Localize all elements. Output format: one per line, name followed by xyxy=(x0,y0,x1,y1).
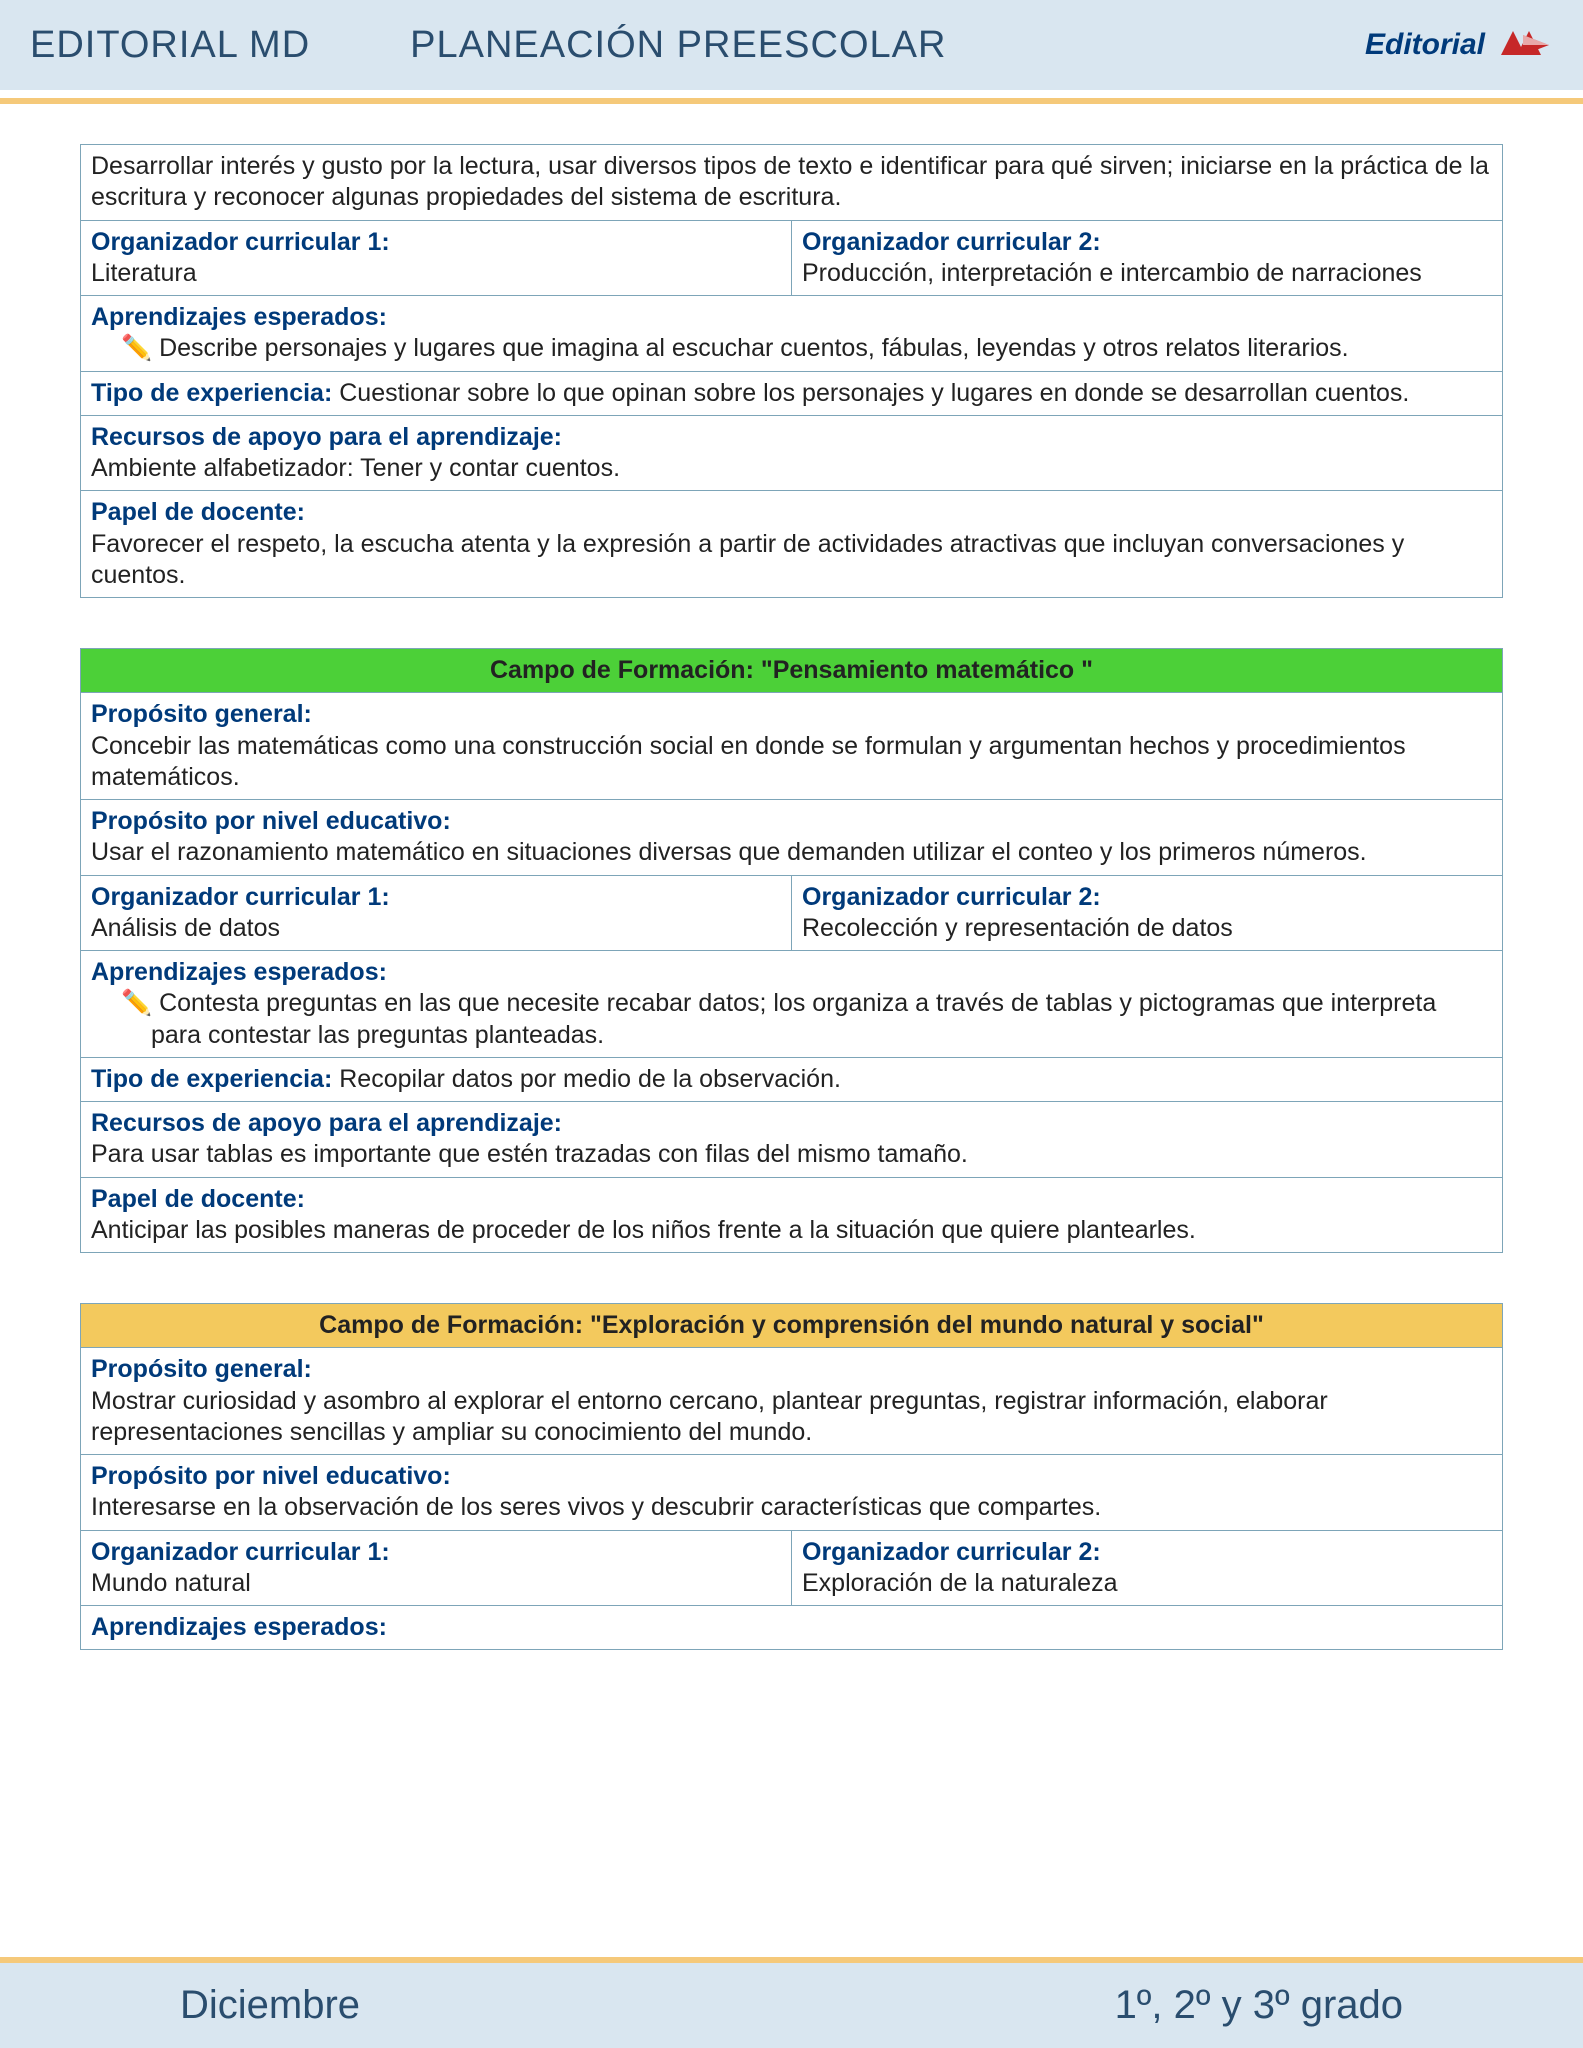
section2-aprend: Aprendizajes esperados: ✏️ Contesta preg… xyxy=(81,951,1503,1058)
org1-label: Organizador curricular 1: xyxy=(91,228,390,256)
section2-table: Campo de Formación: "Pensamiento matemát… xyxy=(80,648,1503,1253)
org2-value: Producción, interpretación e intercambio… xyxy=(802,259,1422,287)
footer-bar: Diciembre 1º, 2º y 3º grado xyxy=(0,1963,1583,2048)
section1-org2-cell: Organizador curricular 2: Producción, in… xyxy=(792,220,1503,296)
s3-propnivel-label: Propósito por nivel educativo: xyxy=(91,1462,451,1490)
s2-papel-value: Anticipar las posibles maneras de proced… xyxy=(91,1216,1196,1244)
s3-org2-value: Exploración de la naturaleza xyxy=(802,1569,1117,1597)
section1-table: Desarrollar interés y gusto por la lectu… xyxy=(80,144,1503,598)
section3-campo-header: Campo de Formación: "Exploración y compr… xyxy=(81,1304,1503,1348)
recursos-value: Ambiente alfabetizador: Tener y contar c… xyxy=(91,454,620,482)
section1-intro: Desarrollar interés y gusto por la lectu… xyxy=(81,145,1503,221)
s3-org1-label: Organizador curricular 1: xyxy=(91,1538,390,1566)
s3-org1-value: Mundo natural xyxy=(91,1569,251,1597)
section2-org1-cell: Organizador curricular 1: Análisis de da… xyxy=(81,875,792,951)
section3-table: Campo de Formación: "Exploración y compr… xyxy=(80,1303,1503,1650)
aprend-label: Aprendizajes esperados: xyxy=(91,303,387,331)
header-left-title: EDITORIAL MD xyxy=(30,24,310,67)
logo-md-icon xyxy=(1493,25,1553,65)
s2-papel-label: Papel de docente: xyxy=(91,1185,305,1213)
s3-org2-label: Organizador curricular 2: xyxy=(802,1538,1101,1566)
section1-recursos: Recursos de apoyo para el aprendizaje: A… xyxy=(81,415,1503,491)
s2-recursos-label: Recursos de apoyo para el aprendizaje: xyxy=(91,1109,562,1137)
propgen-label: Propósito general: xyxy=(91,700,312,728)
tipo-label: Tipo de experiencia: xyxy=(91,379,332,407)
footer-left: Diciembre xyxy=(180,1983,360,2028)
s2-tipo-value: Recopilar datos por medio de la observac… xyxy=(332,1065,841,1093)
propnivel-value: Usar el razonamiento matemático en situa… xyxy=(91,838,1367,866)
s2-tipo-label: Tipo de experiencia: xyxy=(91,1065,332,1093)
s2-org2-label: Organizador curricular 2: xyxy=(802,883,1101,911)
section3-propgen: Propósito general: Mostrar curiosidad y … xyxy=(81,1348,1503,1455)
section2-campo-header: Campo de Formación: "Pensamiento matemát… xyxy=(81,649,1503,693)
section2-recursos: Recursos de apoyo para el aprendizaje: P… xyxy=(81,1102,1503,1178)
propgen-value: Concebir las matemáticas como una constr… xyxy=(91,732,1406,791)
s2-aprend-label: Aprendizajes esperados: xyxy=(91,958,387,986)
section3-propnivel: Propósito por nivel educativo: Interesar… xyxy=(81,1455,1503,1531)
section1-org1-cell: Organizador curricular 1: Literatura xyxy=(81,220,792,296)
s3-aprend-label: Aprendizajes esperados: xyxy=(91,1613,387,1641)
s3-propnivel-value: Interesarse en la observación de los ser… xyxy=(91,1493,1101,1521)
propnivel-label: Propósito por nivel educativo: xyxy=(91,807,451,835)
section2-propgen: Propósito general: Concebir las matemáti… xyxy=(81,693,1503,800)
aprend-bullet-row: ✏️ Describe personajes y lugares que ima… xyxy=(91,333,1492,364)
section3-org2-cell: Organizador curricular 2: Exploración de… xyxy=(792,1530,1503,1606)
s2-aprend-bullet: Contesta preguntas en las que necesite r… xyxy=(151,989,1436,1048)
header-bar: EDITORIAL MD PLANEACIÓN PREESCOLAR Edito… xyxy=(0,0,1583,90)
section1-tipo: Tipo de experiencia: Cuestionar sobre lo… xyxy=(81,371,1503,415)
aprend-bullet: Describe personajes y lugares que imagin… xyxy=(159,334,1349,362)
header-center-title: PLANEACIÓN PREESCOLAR xyxy=(410,24,946,67)
s2-aprend-bullet-row: ✏️ Contesta preguntas en las que necesit… xyxy=(91,988,1492,1051)
logo: Editorial xyxy=(1365,25,1553,65)
section2-propnivel: Propósito por nivel educativo: Usar el r… xyxy=(81,800,1503,876)
s2-org1-value: Análisis de datos xyxy=(91,914,280,942)
papel-label: Papel de docente: xyxy=(91,498,305,526)
section1-papel: Papel de docente: Favorecer el respeto, … xyxy=(81,491,1503,598)
s2-recursos-value: Para usar tablas es importante que estén… xyxy=(91,1140,968,1168)
logo-text: Editorial xyxy=(1365,28,1485,62)
s3-propgen-label: Propósito general: xyxy=(91,1355,312,1383)
pencil-icon: ✏️ xyxy=(121,989,152,1017)
pencil-icon: ✏️ xyxy=(121,334,152,362)
s3-propgen-value: Mostrar curiosidad y asombro al explorar… xyxy=(91,1387,1328,1446)
s2-org1-label: Organizador curricular 1: xyxy=(91,883,390,911)
tipo-value: Cuestionar sobre lo que opinan sobre los… xyxy=(332,379,1409,407)
section1-aprend: Aprendizajes esperados: ✏️ Describe pers… xyxy=(81,296,1503,372)
footer-right: 1º, 2º y 3º grado xyxy=(1115,1983,1403,2028)
s2-org2-value: Recolección y representación de datos xyxy=(802,914,1233,942)
section3-aprend: Aprendizajes esperados: xyxy=(81,1606,1503,1650)
recursos-label: Recursos de apoyo para el aprendizaje: xyxy=(91,423,562,451)
org2-label: Organizador curricular 2: xyxy=(802,228,1101,256)
section2-papel: Papel de docente: Anticipar las posibles… xyxy=(81,1177,1503,1253)
main-content: Desarrollar interés y gusto por la lectu… xyxy=(0,104,1583,1650)
papel-value: Favorecer el respeto, la escucha atenta … xyxy=(91,530,1404,589)
section2-org2-cell: Organizador curricular 2: Recolección y … xyxy=(792,875,1503,951)
section2-tipo: Tipo de experiencia: Recopilar datos por… xyxy=(81,1057,1503,1101)
section3-org1-cell: Organizador curricular 1: Mundo natural xyxy=(81,1530,792,1606)
org1-value: Literatura xyxy=(91,259,197,287)
